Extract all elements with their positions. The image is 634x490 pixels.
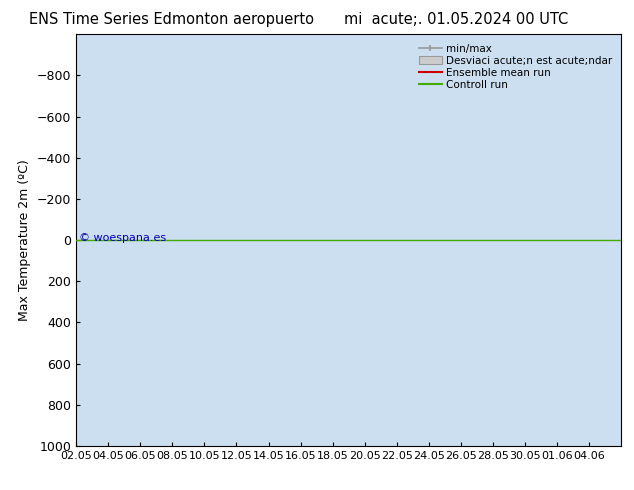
Text: © woespana.es: © woespana.es (79, 233, 166, 243)
Bar (429, 34, 461, 446)
Bar (557, 34, 589, 446)
Bar (525, 34, 557, 446)
Bar (493, 34, 525, 446)
Bar (397, 34, 429, 446)
Bar (108, 34, 140, 446)
Bar (204, 34, 236, 446)
Bar (269, 34, 301, 446)
Bar (301, 34, 333, 446)
Bar (172, 34, 204, 446)
Bar (461, 34, 493, 446)
Text: ENS Time Series Edmonton aeropuerto: ENS Time Series Edmonton aeropuerto (29, 12, 314, 27)
Bar (365, 34, 397, 446)
Bar (140, 34, 172, 446)
Bar (333, 34, 365, 446)
Bar (76, 34, 108, 446)
Legend: min/max, Desviaci acute;n est acute;ndar, Ensemble mean run, Controll run: min/max, Desviaci acute;n est acute;ndar… (415, 40, 616, 94)
Bar (589, 34, 621, 446)
Y-axis label: Max Temperature 2m (ºC): Max Temperature 2m (ºC) (18, 159, 31, 321)
Bar (236, 34, 269, 446)
Text: mi  acute;. 01.05.2024 00 UTC: mi acute;. 01.05.2024 00 UTC (344, 12, 569, 27)
